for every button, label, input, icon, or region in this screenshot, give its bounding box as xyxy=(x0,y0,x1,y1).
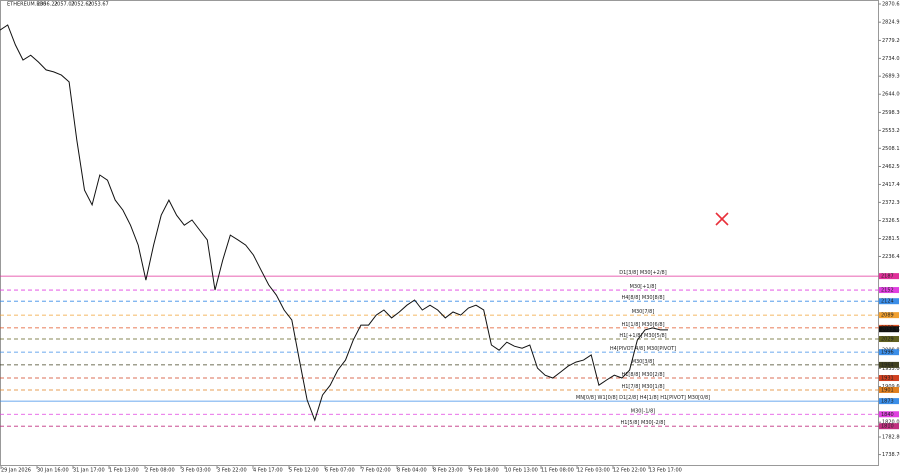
price-box xyxy=(879,423,899,430)
price-box xyxy=(879,349,899,356)
y-tick-label: 2644.00 xyxy=(882,92,900,98)
price-line xyxy=(0,24,668,422)
level-label: H4[PIVOT 4/8] M30[PIVOT] xyxy=(610,346,676,352)
plot-frame xyxy=(0,0,879,466)
price-box-label: 1996 xyxy=(881,350,894,356)
price-box xyxy=(879,411,899,418)
x-tick-label: 31 Jan 17:00 xyxy=(73,468,105,474)
level-label: H1[1/8] M30[6/8] xyxy=(621,322,664,328)
price-box-label: 2124 xyxy=(881,299,894,305)
y-tick-label: 1955.00 xyxy=(882,366,900,372)
y-tick-label: 2417.40 xyxy=(882,182,900,188)
price-box-label: 1964 xyxy=(881,362,894,368)
price-box-label: 1901 xyxy=(881,387,894,393)
x-tick-label: 4 Feb 17:00 xyxy=(253,468,283,474)
level-label: M30[-1/8] xyxy=(631,408,655,414)
price-box-label: 1810 xyxy=(881,424,894,430)
y-tick-label: 2870.65 xyxy=(882,2,900,8)
y-tick-label: 2462.50 xyxy=(882,164,900,170)
price-box-label: 1931 xyxy=(881,376,894,382)
x-tick-label: 7 Feb 02:00 xyxy=(361,468,391,474)
x-tick-label: 8 Feb 04:00 xyxy=(397,468,427,474)
price-box-label: 2029 xyxy=(881,337,894,343)
x-tick-label: 8 Feb 23:00 xyxy=(433,468,463,474)
current-price-box xyxy=(879,326,899,333)
x-tick-label: 30 Jan 16:00 xyxy=(37,468,69,474)
y-tick-label: 2508.15 xyxy=(882,146,900,152)
level-label: M30[7/8] xyxy=(632,309,655,315)
level-label: H1[+1/8] M30[5/8] xyxy=(619,333,666,339)
level-label: H1[7/8] M30[1/8] xyxy=(621,384,664,390)
x-tick-label: 5 Feb 12:00 xyxy=(289,468,319,474)
price-box xyxy=(879,375,899,382)
x-tick-label: 12 Feb 22:00 xyxy=(613,468,646,474)
y-tick-label: 2824.95 xyxy=(882,20,900,26)
price-box-label: 1840 xyxy=(881,412,894,418)
x-tick-label: 6 Feb 07:00 xyxy=(325,468,355,474)
price-box xyxy=(879,336,899,343)
level-label: D1[3/8] M30[+2/8] xyxy=(619,270,666,276)
y-tick-label: 2326.55 xyxy=(882,218,900,224)
symbol: ETHEREUM.R30 xyxy=(7,2,46,8)
level-label: H4[8/8] M30[8/8] xyxy=(621,295,664,301)
y-tick-label: 2598.30 xyxy=(882,110,900,116)
price-box xyxy=(879,361,899,368)
y-tick-label: 1738.70 xyxy=(882,452,900,458)
level-label: M30[+1/8] xyxy=(630,284,657,290)
price-box xyxy=(879,398,899,405)
price-box-label: 1873 xyxy=(881,399,894,405)
x-tick-label: 12 Feb 03:00 xyxy=(577,468,610,474)
x-tick-label: 2 Feb 08:00 xyxy=(145,468,175,474)
price-box-label: 2187 xyxy=(881,274,894,280)
low: 2052.62 xyxy=(71,2,92,8)
close: 2053.67 xyxy=(88,2,109,8)
x-tick-label: 3 Feb 22:00 xyxy=(217,468,247,474)
price-box xyxy=(879,312,899,319)
header: ETHEREUM.R30 2056.22 2057.07 2052.62 205… xyxy=(7,2,109,8)
x-tick-label: 1 Feb 13:00 xyxy=(109,468,139,474)
level-label: H1[5/8] M30[-2/8] xyxy=(621,420,666,426)
y-tick-label: 2734.05 xyxy=(882,56,900,62)
level-label: M30[3/8] xyxy=(632,359,655,365)
price-box-label: 2152 xyxy=(881,288,894,294)
y-tick-label: 1820.05 xyxy=(882,420,900,426)
y-tick-label: 2553.20 xyxy=(882,128,900,134)
open: 2056.22 xyxy=(37,2,58,8)
x-tick-label: 11 Feb 08:00 xyxy=(541,468,574,474)
cross-marker xyxy=(715,212,729,226)
x-tick-label: 9 Feb 18:00 xyxy=(469,468,499,474)
y-tick-label: 2281.55 xyxy=(882,236,900,242)
x-tick-label: 10 Feb 13:00 xyxy=(505,468,538,474)
level-label: MN[0/8] W1[0/8] D1[2/8] H4[1/8] H1[PIVOT… xyxy=(576,395,710,401)
price-box xyxy=(879,273,899,280)
high: 2057.07 xyxy=(54,2,75,8)
y-tick-label: 2236.45 xyxy=(882,254,900,260)
price-box-label: 2089 xyxy=(881,313,894,319)
price-box xyxy=(879,287,899,294)
y-tick-label: 2689.30 xyxy=(882,74,900,80)
current-price-label: 2053.67 xyxy=(881,327,900,333)
y-tick-label: 1782.80 xyxy=(882,435,900,441)
y-tick-label: 2372.30 xyxy=(882,200,900,206)
price-box xyxy=(879,298,899,305)
x-tick-label: 3 Feb 03:00 xyxy=(181,468,211,474)
y-tick-label: 2779.20 xyxy=(882,38,900,44)
x-tick-label: 29 Jan 2026 xyxy=(1,468,31,474)
level-label: H1[8/8] M30[2/8] xyxy=(621,372,664,378)
price-box xyxy=(879,386,899,393)
x-tick-label: 13 Feb 17:00 xyxy=(649,468,682,474)
